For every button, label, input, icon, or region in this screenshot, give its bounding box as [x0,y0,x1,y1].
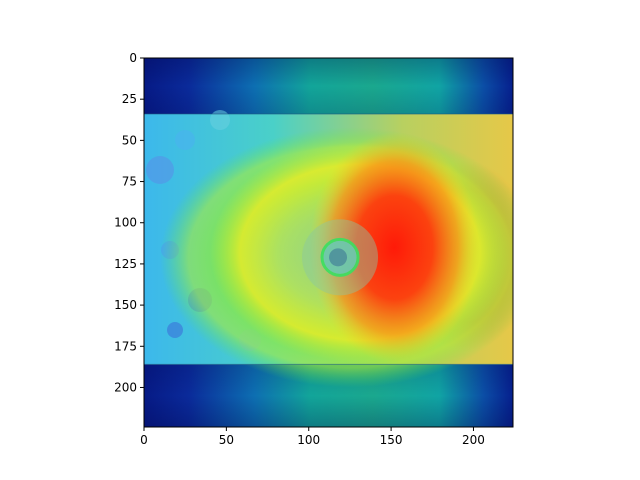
plot-area [144,58,513,427]
cloud-blob [146,156,174,184]
satellite-image-overlay [144,110,513,388]
y-tick-label: 50 [122,133,137,147]
x-axis: 0 50 100 150 200 [140,427,485,447]
plot-frame [143,57,514,428]
y-tick-label: 75 [122,175,137,189]
x-tick-label: 150 [380,433,403,447]
y-tick-label: 0 [129,51,137,65]
cloud-blob [167,322,183,338]
y-tick-label: 175 [114,339,137,353]
x-tick-label: 200 [462,433,485,447]
y-tick-label: 200 [114,380,137,394]
y-tick-label: 125 [114,257,137,271]
x-tick-label: 0 [140,433,148,447]
x-tick-label: 50 [219,433,234,447]
hotspot-red [309,132,480,363]
heatmap-band-top-shade [144,58,513,115]
x-tick-label: 100 [297,433,320,447]
y-tick-label: 25 [122,92,137,106]
cloud-blob [210,110,230,130]
y-axis: 0 25 50 75 100 125 150 175 200 [114,51,144,394]
eye-core [329,248,348,267]
y-tick-label: 100 [114,216,137,230]
cloud-blob [175,130,195,150]
y-tick-label: 150 [114,298,137,312]
